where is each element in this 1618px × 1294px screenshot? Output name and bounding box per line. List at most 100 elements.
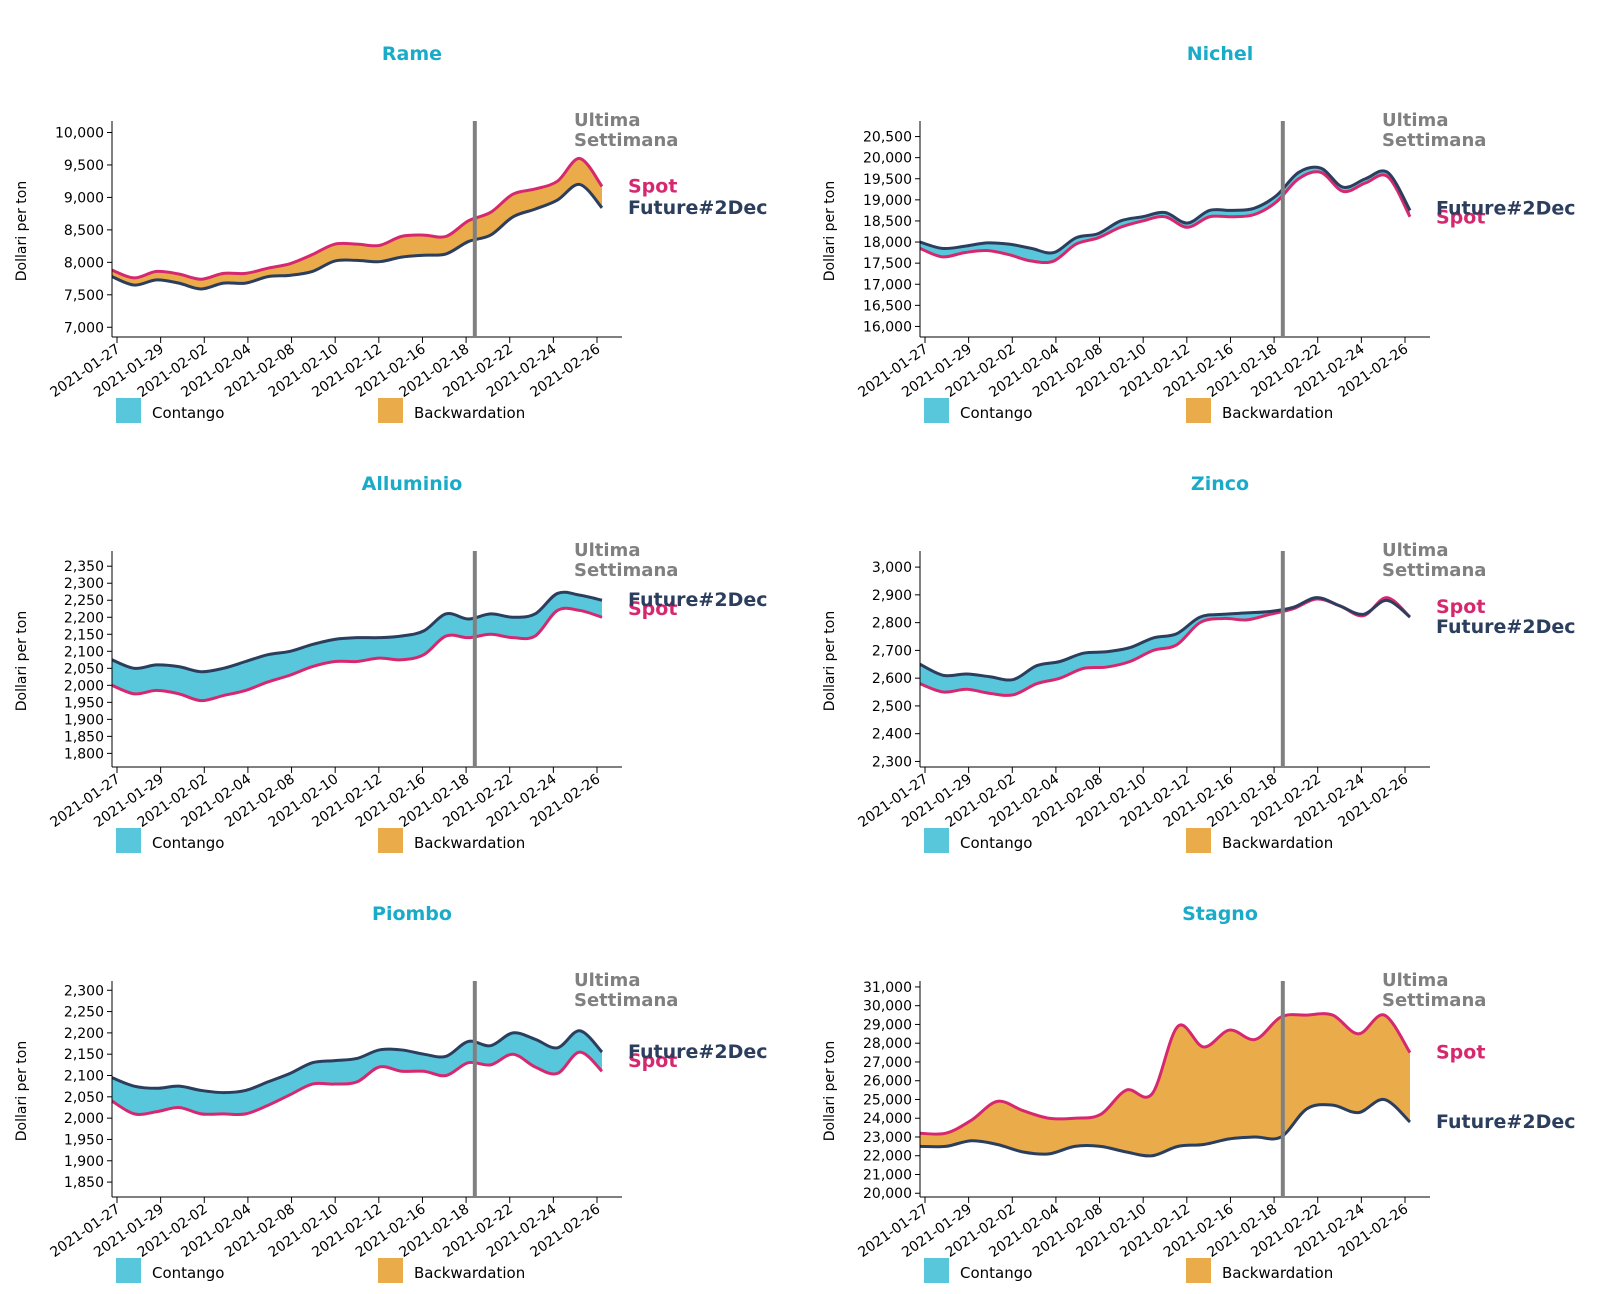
y-tick-label: 2,900 (872, 588, 912, 604)
legend-swatch-contango (924, 828, 949, 853)
contango-area (112, 184, 602, 289)
future-end-label: Future#2Dec (1436, 198, 1576, 220)
spot-end-label: Spot (1436, 596, 1485, 618)
y-tick-label: 25,000 (863, 1092, 912, 1108)
spot-end-label: Spot (628, 1050, 677, 1072)
chart-title: Nichel (1187, 43, 1254, 65)
legend-swatch-backwardation (1186, 398, 1211, 423)
future-end-label: Future#2Dec (1436, 1111, 1576, 1133)
future-line (919, 596, 1411, 682)
y-tick-label: 2,000 (64, 1111, 104, 1127)
last-week-label: Settimana (574, 990, 678, 1011)
future-line (111, 1029, 604, 1095)
y-tick-label: 29,000 (863, 1017, 912, 1033)
y-tick-label: 2,000 (64, 678, 104, 694)
y-axis-label: Dollari per ton (822, 181, 838, 281)
y-tick-label: 27,000 (863, 1055, 912, 1071)
y-tick-label: 8,500 (64, 223, 104, 239)
legend: Contango Backwardation (116, 398, 525, 423)
y-tick-label: 2,300 (64, 983, 104, 999)
legend-label-contango: Contango (152, 834, 224, 852)
y-tick-label: 31,000 (863, 980, 912, 996)
spot-end-label: Spot (1436, 207, 1485, 229)
future-line (111, 182, 604, 291)
legend-swatch-backwardation (378, 828, 403, 853)
future-end-label: Future#2Dec (628, 1041, 768, 1063)
y-axis-label: Dollari per ton (14, 1041, 30, 1141)
legend-label-contango: Contango (152, 404, 224, 422)
y-tick-label: 2,300 (64, 576, 104, 592)
y-tick-label: 1,800 (64, 746, 104, 762)
y-tick-label: 3,000 (872, 560, 912, 576)
y-tick-label: 2,250 (64, 1005, 104, 1021)
last-week-label: Ultima (1382, 110, 1448, 131)
y-tick-label: 30,000 (863, 999, 912, 1015)
legend-swatch-contango (116, 398, 141, 423)
chart-title: Rame (382, 43, 442, 65)
last-week-label: Ultima (1382, 540, 1448, 561)
spot-end-label: Spot (1436, 1042, 1485, 1064)
y-tick-label: 24,000 (863, 1111, 912, 1127)
last-week-label: Settimana (1382, 130, 1486, 151)
chart-stagno: Stagno Dollari per ton 20,000 21,000 22,000 2… (822, 903, 1576, 1283)
y-tick-label: 2,100 (64, 644, 104, 660)
chart-title: Alluminio (362, 473, 463, 495)
backwardation-area (920, 1013, 1410, 1156)
y-tick-label: 23,000 (863, 1130, 912, 1146)
legend-swatch-contango (924, 1258, 949, 1283)
y-tick-label: 2,300 (872, 754, 912, 770)
y-tick-label: 7,500 (64, 288, 104, 304)
spot-end-label: Spot (628, 175, 677, 197)
last-week-label: Settimana (1382, 560, 1486, 581)
contango-area (112, 592, 602, 701)
legend-swatch-contango (116, 828, 141, 853)
legend: Contango Backwardation (924, 398, 1333, 423)
legend: Contango Backwardation (116, 828, 525, 853)
y-tick-label: 1,950 (64, 695, 104, 711)
last-week-label: Ultima (574, 970, 640, 991)
y-tick-label: 10,000 (55, 125, 104, 141)
legend: Contango Backwardation (116, 1258, 525, 1283)
spot-line (111, 1050, 604, 1117)
y-axis-label: Dollari per ton (822, 1041, 838, 1141)
contango-area (920, 167, 1410, 263)
legend-swatch-backwardation (1186, 828, 1211, 853)
y-tick-label: 2,200 (64, 610, 104, 626)
y-tick-label: 28,000 (863, 1036, 912, 1052)
y-axis-label: Dollari per ton (14, 611, 30, 711)
y-tick-label: 2,050 (64, 1090, 104, 1106)
future-end-label: Future#2Dec (1436, 616, 1576, 638)
y-tick-label: 19,000 (863, 193, 912, 209)
last-week-label: Settimana (574, 560, 678, 581)
legend-swatch-backwardation (1186, 1258, 1211, 1283)
spot-line (919, 1012, 1412, 1136)
chart-title: Stagno (1182, 903, 1258, 925)
last-week-label: Settimana (574, 130, 678, 151)
legend: Contango Backwardation (924, 1258, 1333, 1283)
y-tick-label: 2,700 (872, 643, 912, 659)
contango-area (920, 597, 1410, 696)
y-tick-label: 2,200 (64, 1026, 104, 1042)
legend-label-backwardation: Backwardation (1222, 834, 1333, 852)
chart-zinco: Zinco Dollari per ton 2,300 2,400 2,500 2,600… (822, 473, 1576, 853)
future-line (919, 1097, 1412, 1158)
future-end-label: Future#2Dec (628, 197, 768, 219)
y-tick-label: 18,500 (863, 214, 912, 230)
y-tick-label: 2,800 (872, 616, 912, 632)
y-tick-label: 20,000 (863, 151, 912, 167)
legend-label-contango: Contango (960, 404, 1032, 422)
future-line (111, 590, 603, 674)
y-tick-label: 18,000 (863, 235, 912, 251)
legend: Contango Backwardation (924, 828, 1333, 853)
y-tick-label: 9,000 (64, 190, 104, 206)
chart-title: Zinco (1191, 473, 1249, 495)
spot-line (919, 170, 1412, 265)
spot-end-label: Spot (628, 598, 677, 620)
y-tick-label: 2,150 (64, 627, 104, 643)
legend-swatch-backwardation (378, 1258, 403, 1283)
last-week-label: Settimana (1382, 990, 1486, 1011)
y-tick-label: 17,000 (863, 277, 912, 293)
y-tick-label: 1,900 (64, 1154, 104, 1170)
y-tick-label: 20,000 (863, 1186, 912, 1202)
